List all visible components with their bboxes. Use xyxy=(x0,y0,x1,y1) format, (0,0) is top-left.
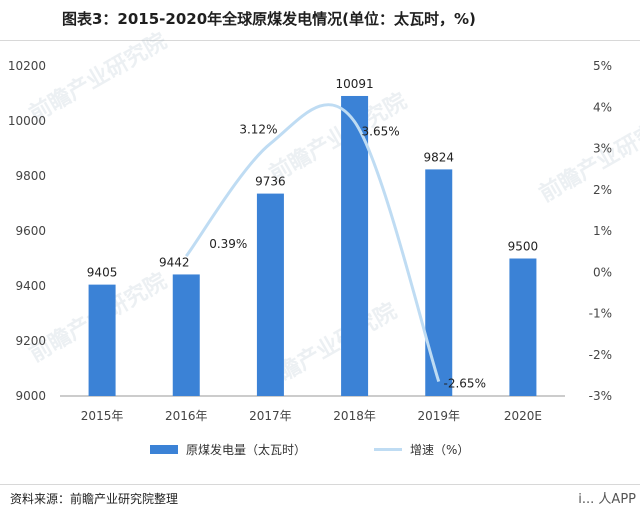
left-axis-tick: 9400 xyxy=(15,279,46,293)
line-value-label: 3.12% xyxy=(239,123,277,137)
legend-line-swatch xyxy=(374,448,403,451)
line-data-labels: 0.39% 3.12% 3.65% -2.65% xyxy=(209,123,486,391)
right-axis-tick: 1% xyxy=(593,224,612,238)
left-axis-tick: 10000 xyxy=(8,114,46,128)
left-axis-tick: 9800 xyxy=(15,169,46,183)
right-axis-tick: -1% xyxy=(589,307,612,321)
right-axis-tick: 2% xyxy=(593,183,612,197)
bar xyxy=(172,274,200,396)
bar xyxy=(509,258,537,396)
line-value-label: 0.39% xyxy=(209,237,247,251)
legend-bar-label: 原煤发电量（太瓦时） xyxy=(186,443,307,457)
bar xyxy=(88,284,116,396)
legend-bar-swatch xyxy=(150,445,178,454)
bar xyxy=(256,193,284,396)
bar xyxy=(425,169,453,396)
chart-title: 图表3：2015-2020年全球原煤发电情况(单位：太瓦时，%) xyxy=(62,10,476,28)
x-axis-tick: 2018年 xyxy=(333,409,376,423)
x-axis-tick: 2017年 xyxy=(249,409,292,423)
bar-value-label: 9736 xyxy=(255,175,286,189)
bar-value-label: 9405 xyxy=(87,266,118,280)
line-value-label: -2.65% xyxy=(444,377,486,391)
bar-value-label: 9442 xyxy=(159,255,190,269)
x-axis-ticks: 2015年 2016年 2017年 2018年 2019年 2020E xyxy=(81,409,542,423)
growth-line xyxy=(185,103,441,383)
footer-divider xyxy=(0,484,640,485)
legend: 原煤发电量（太瓦时） 增速（%） xyxy=(150,441,469,458)
x-axis-tick: 2019年 xyxy=(417,409,460,423)
legend-line-label: 增速（%） xyxy=(410,443,470,457)
chart-svg: 9000 9200 9400 9600 9800 10000 10200 -3% -2% -1%… xyxy=(8,59,612,423)
right-axis-tick: 0% xyxy=(593,265,612,279)
line-value-label: 3.65% xyxy=(362,125,400,139)
bar xyxy=(341,95,369,396)
title-divider xyxy=(0,40,640,41)
right-axis-tick: 3% xyxy=(593,142,612,156)
left-axis-tick: 9600 xyxy=(15,224,46,238)
x-axis-tick: 2016年 xyxy=(165,409,208,423)
bar-value-label: 9824 xyxy=(423,150,454,164)
left-axis-tick: 9000 xyxy=(15,389,46,403)
right-axis-ticks: -3% -2% -1% 0% 1% 2% 3% 4% 5% xyxy=(589,59,612,403)
x-axis-tick: 2020E xyxy=(504,409,542,423)
bar-value-label: 9500 xyxy=(508,240,539,254)
bar-value-label: 10091 xyxy=(335,77,373,91)
x-axis-tick: 2015年 xyxy=(81,409,124,423)
right-axis-tick: 5% xyxy=(593,59,612,73)
left-axis-tick: 10200 xyxy=(8,59,46,73)
right-axis-tick: -3% xyxy=(589,389,612,403)
right-axis-tick: -2% xyxy=(589,348,612,362)
bar-data-labels: 9405 9442 9736 10091 9824 9500 xyxy=(87,77,538,280)
left-axis-ticks: 9000 9200 9400 9600 9800 10000 10200 xyxy=(8,59,46,403)
source-note: 资料来源：前瞻产业研究院整理 xyxy=(10,492,179,506)
corner-logo-text: i... 人APP xyxy=(578,492,636,507)
left-axis-tick: 9200 xyxy=(15,334,46,348)
right-axis-tick: 4% xyxy=(593,100,612,114)
bar-series xyxy=(88,95,537,396)
